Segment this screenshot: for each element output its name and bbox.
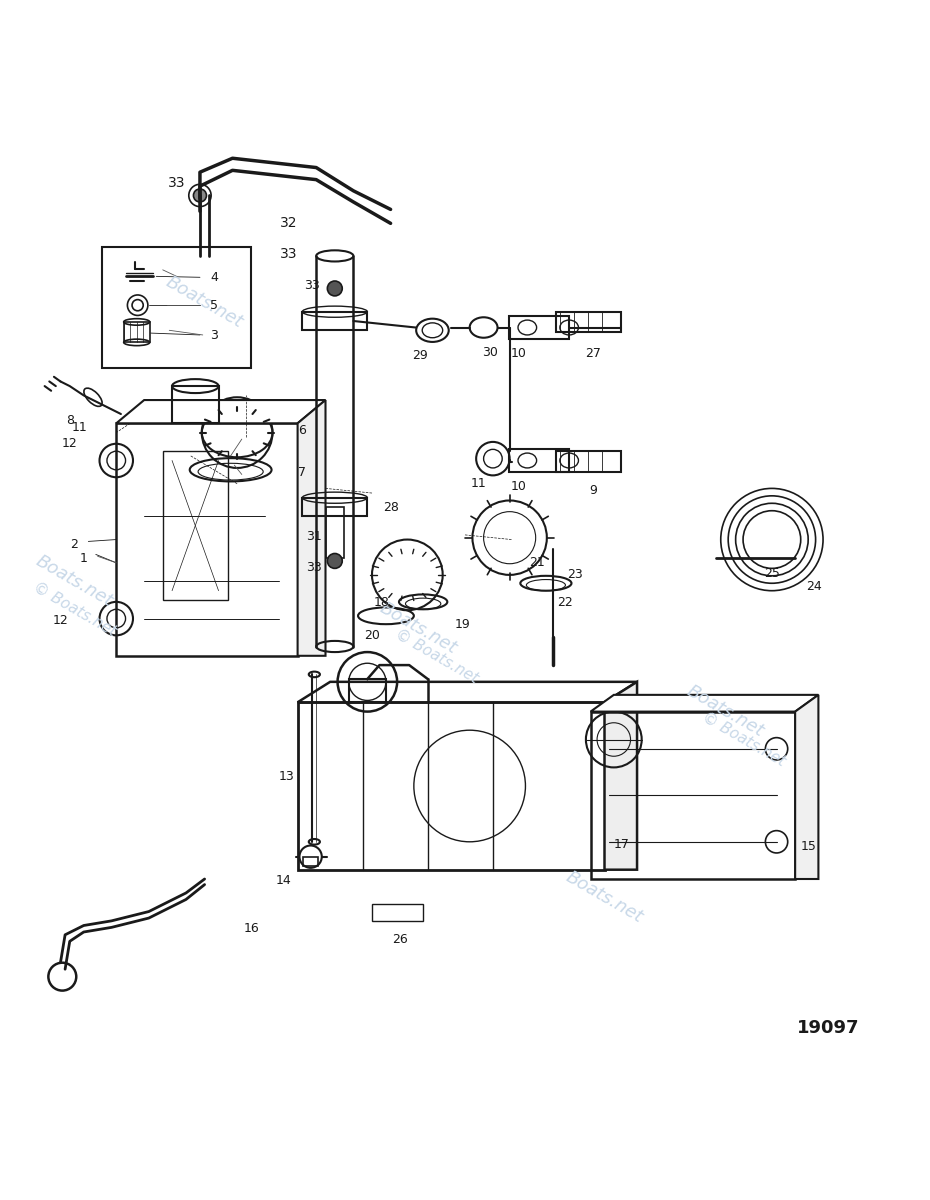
Text: 28: 28 [382, 500, 399, 514]
Bar [509, 449, 569, 472]
Text: 18: 18 [373, 596, 390, 610]
Text: 30: 30 [482, 346, 498, 359]
Circle shape [327, 281, 342, 296]
Bar [163, 451, 228, 600]
Text: 10: 10 [511, 480, 527, 493]
Text: © Boats.net: © Boats.net [393, 626, 481, 685]
Text: 33: 33 [168, 176, 185, 191]
Circle shape [327, 553, 342, 569]
Bar [556, 312, 621, 332]
Text: Boats.net: Boats.net [684, 683, 767, 740]
Bar [509, 317, 569, 338]
Bar [102, 247, 251, 367]
Text: 21: 21 [529, 557, 544, 569]
Text: 15: 15 [801, 840, 817, 853]
Text: 11: 11 [472, 478, 486, 491]
Text: 1: 1 [80, 552, 87, 565]
Text: 3: 3 [210, 329, 218, 342]
Text: 11: 11 [72, 421, 86, 434]
Bar [556, 451, 621, 472]
Text: 10: 10 [511, 347, 527, 360]
Text: 5: 5 [210, 299, 218, 312]
Text: Boats.net: Boats.net [563, 869, 646, 926]
Polygon shape [298, 682, 637, 702]
Text: 8: 8 [66, 414, 73, 427]
Bar [302, 498, 367, 516]
Text: Boats.net: Boats.net [163, 274, 246, 331]
Text: 25: 25 [764, 568, 780, 581]
Text: 6: 6 [299, 425, 306, 437]
Text: 27: 27 [585, 347, 602, 360]
Text: 19097: 19097 [796, 1019, 859, 1037]
Polygon shape [591, 695, 818, 712]
Bar [124, 322, 150, 342]
Text: 33: 33 [280, 247, 297, 262]
Bar [372, 904, 423, 920]
Text: 17: 17 [613, 838, 630, 851]
Text: 12: 12 [62, 437, 77, 450]
Text: 32: 32 [280, 216, 297, 230]
Polygon shape [298, 400, 326, 655]
Text: 24: 24 [806, 580, 821, 593]
Text: 23: 23 [567, 569, 582, 581]
Text: 9: 9 [590, 484, 597, 497]
Text: © Boats.net: © Boats.net [700, 709, 788, 769]
Text: 26: 26 [392, 932, 407, 946]
Bar [298, 702, 604, 870]
Text: 2: 2 [71, 538, 78, 551]
Bar [591, 712, 795, 878]
Text: Boats.net: Boats.net [377, 599, 460, 658]
Bar [326, 506, 344, 558]
Polygon shape [116, 400, 326, 424]
Text: 14: 14 [276, 875, 291, 887]
Text: 13: 13 [279, 770, 294, 784]
Circle shape [193, 188, 206, 202]
Text: 4: 4 [210, 271, 218, 283]
Text: © Boats.net: © Boats.net [31, 580, 118, 640]
Polygon shape [604, 682, 637, 870]
Text: 20: 20 [364, 629, 380, 642]
Text: 29: 29 [413, 349, 428, 362]
Text: 16: 16 [244, 922, 259, 935]
Text: 22: 22 [558, 596, 573, 610]
Text: 31: 31 [307, 530, 322, 544]
Text: Boats.net: Boats.net [33, 552, 116, 611]
Polygon shape [795, 695, 818, 878]
Bar [302, 312, 367, 330]
Text: 33: 33 [307, 560, 322, 574]
Text: 33: 33 [304, 280, 319, 292]
Bar [303, 857, 318, 866]
Text: 19: 19 [455, 618, 470, 631]
Bar [349, 679, 386, 702]
Text: 12: 12 [53, 614, 68, 626]
Text: 7: 7 [299, 466, 306, 479]
Bar [116, 424, 298, 655]
Bar [172, 386, 219, 424]
